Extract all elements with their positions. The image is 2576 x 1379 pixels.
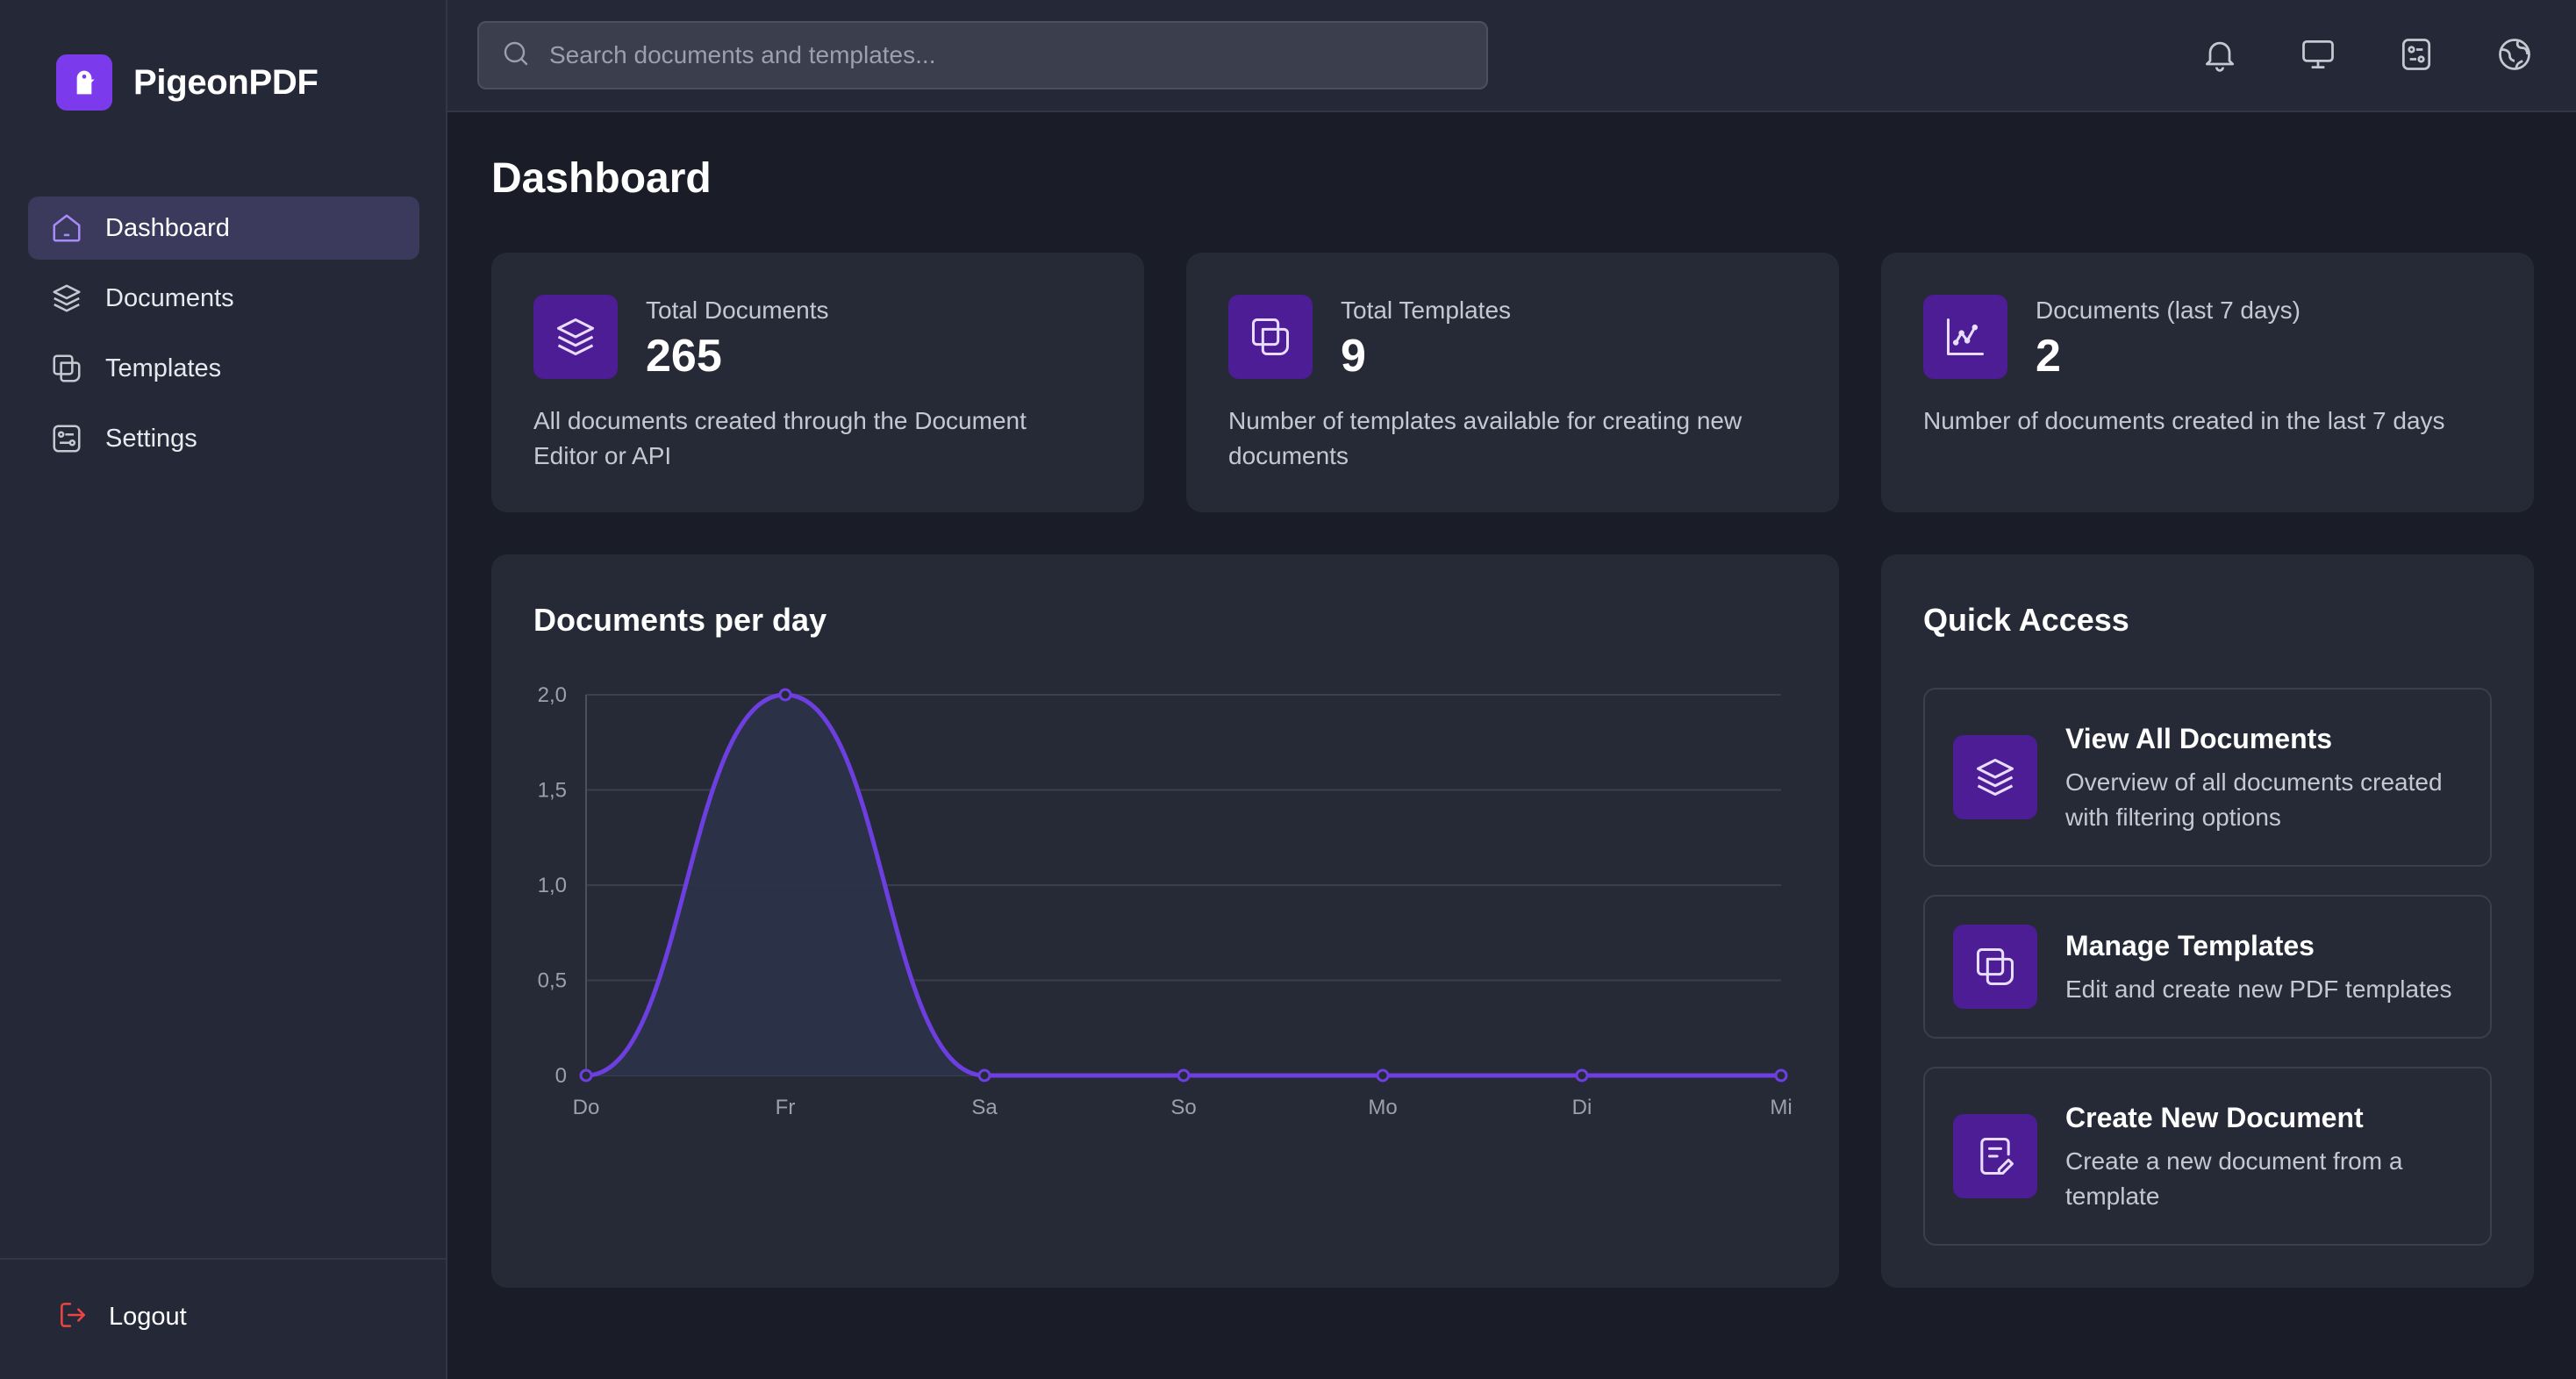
sidebar: PigeonPDF Dashboard [0, 0, 447, 1379]
series-area [586, 695, 1781, 1075]
quick-access-item-title: View All Documents [2065, 723, 2333, 754]
x-tick-label: Di [1572, 1096, 1592, 1119]
globe-icon[interactable] [2488, 28, 2541, 81]
sidebar-item-dashboard[interactable]: Dashboard [28, 196, 419, 260]
pigeon-logo-icon [56, 54, 112, 111]
quick-access-card: Quick Access View All Documents Overview… [1881, 554, 2534, 1288]
copy-icon [49, 351, 84, 386]
stat-value: 265 [646, 331, 722, 382]
stat-value: 9 [1341, 331, 1366, 382]
x-tick-label: Mi [1770, 1096, 1792, 1119]
sidebar-item-label: Dashboard [105, 213, 230, 242]
quick-access-create-new-document[interactable]: Create New Document Create a new documen… [1923, 1067, 2492, 1246]
sidebar-item-settings[interactable]: Settings [28, 407, 419, 470]
x-tick-label: Fr [776, 1096, 796, 1119]
data-point [1376, 1068, 1390, 1082]
documents-per-day-chart: 0 0,5 1,0 1,5 2,0 Do Fr Sa So Mo Di Mi [538, 683, 1792, 1119]
y-tick-label: 0,5 [538, 969, 567, 993]
y-tick-label: 2,0 [538, 683, 567, 707]
chart-card-documents-per-day: Documents per day 0 0,5 1,0 1,5 2,0 Do Fr Sa So M… [491, 554, 1839, 1288]
data-point [778, 688, 792, 702]
quick-access-manage-templates[interactable]: Manage Templates Edit and create new PDF… [1923, 895, 2492, 1039]
stat-card-documents-last-7-days: Documents (last 7 days) 2 Number of docu… [1881, 253, 2534, 512]
data-point [1774, 1068, 1788, 1082]
logout-button[interactable]: Logout [56, 1298, 187, 1336]
quick-access-item-description: Create a new document from a template [2065, 1147, 2403, 1210]
search-icon [500, 38, 532, 74]
data-point [977, 1068, 991, 1082]
quick-access-item-title: Create New Document [2065, 1102, 2364, 1133]
search-bar[interactable] [477, 21, 1488, 89]
file-edit-icon [1953, 1114, 2037, 1198]
home-icon [49, 211, 84, 246]
data-point [1575, 1068, 1589, 1082]
quick-access-view-all-documents[interactable]: View All Documents Overview of all docum… [1923, 688, 2492, 867]
y-tick-label: 1,5 [538, 779, 567, 803]
data-point [1177, 1068, 1191, 1082]
bell-icon[interactable] [2193, 28, 2246, 81]
x-tick-label: So [1170, 1096, 1196, 1119]
y-tick-label: 0 [555, 1064, 567, 1088]
stat-label: Documents (last 7 days) [2036, 297, 2301, 324]
sidebar-item-documents[interactable]: Documents [28, 267, 419, 330]
toggle-settings-icon[interactable] [2390, 28, 2443, 81]
sidebar-item-label: Templates [105, 354, 222, 382]
data-point [579, 1068, 593, 1082]
stat-value: 2 [2036, 331, 2061, 382]
sidebar-nav: Dashboard Documents [28, 196, 419, 477]
quick-access-title: Quick Access [1923, 602, 2129, 638]
y-tick-label: 1,0 [538, 874, 567, 897]
quick-access-item-description: Overview of all documents created with f… [2065, 768, 2443, 831]
topbar [447, 0, 2576, 112]
sidebar-item-label: Documents [105, 283, 234, 312]
search-input[interactable] [549, 41, 1486, 69]
stat-label: Total Documents [646, 297, 829, 324]
stat-description: Number of templates available for creati… [1228, 407, 1742, 469]
layers-icon [533, 295, 618, 379]
copy-icon [1953, 925, 2037, 1009]
quick-access-item-description: Edit and create new PDF templates [2065, 975, 2452, 1003]
brand-name: PigeonPDF [133, 62, 318, 102]
layers-icon [1953, 735, 2037, 819]
topbar-actions [2193, 28, 2541, 81]
page-title: Dashboard [491, 155, 712, 202]
x-tick-label: Do [573, 1096, 600, 1119]
chart-line-icon [1923, 295, 2007, 379]
stat-card-total-templates: Total Templates 9 Number of templates av… [1186, 253, 1839, 512]
copy-icon [1228, 295, 1313, 379]
logout-icon [56, 1298, 89, 1336]
settings-sliders-icon [49, 421, 84, 456]
x-tick-label: Mo [1368, 1096, 1397, 1119]
stat-label: Total Templates [1341, 297, 1512, 324]
quick-access-item-title: Manage Templates [2065, 930, 2315, 961]
x-tick-label: Sa [971, 1096, 998, 1119]
sidebar-item-label: Settings [105, 424, 197, 453]
chart-title: Documents per day [533, 602, 827, 638]
layers-icon [49, 281, 84, 316]
series-line [585, 692, 1781, 1078]
stat-description: All documents created through the Docume… [533, 407, 1027, 469]
monitor-icon[interactable] [2292, 28, 2344, 81]
sidebar-footer: Logout [0, 1258, 446, 1379]
stat-card-total-documents: Total Documents 265 All documents create… [491, 253, 1144, 512]
sidebar-item-templates[interactable]: Templates [28, 337, 419, 400]
logout-label: Logout [109, 1303, 187, 1331]
brand[interactable]: PigeonPDF [56, 54, 318, 111]
stat-description: Number of documents created in the last … [1923, 407, 2445, 434]
